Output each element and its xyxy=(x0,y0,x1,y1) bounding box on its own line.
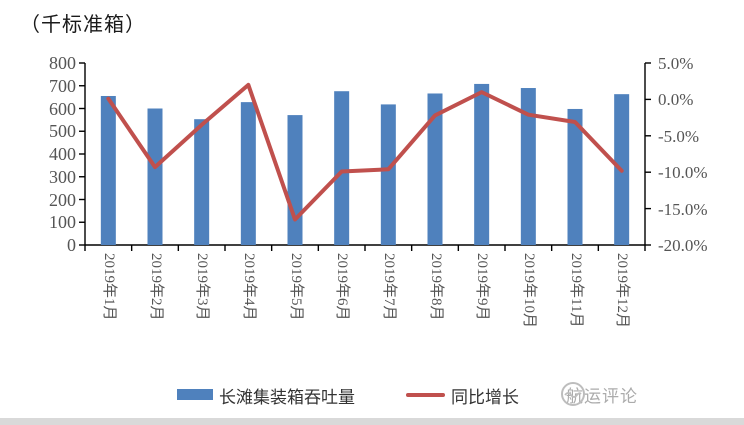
left-axis-tick-label: 400 xyxy=(49,144,76,164)
bar-2019年3月 xyxy=(194,119,210,245)
x-axis-tick-label: 2019年3月 xyxy=(194,253,211,321)
x-axis-tick-label: 2019年2月 xyxy=(147,253,164,321)
x-axis-tick-label: 2019年12月 xyxy=(614,253,631,329)
bar-2019年1月 xyxy=(100,95,116,245)
bar-2019年7月 xyxy=(380,104,396,245)
x-axis-tick-label: 2019年9月 xyxy=(474,253,491,321)
legend: 长滩集装箱吞吐量 同比增长 航运评论 xyxy=(0,381,744,407)
bar-2019年9月 xyxy=(474,83,490,246)
x-axis-tick-label: 2019年1月 xyxy=(100,253,117,321)
x-axis-tick-label: 2019年4月 xyxy=(240,253,257,321)
left-axis-tick-label: 100 xyxy=(49,212,76,233)
bar-2019年10月 xyxy=(520,88,536,246)
legend-bar-label: 长滩集装箱吞吐量 xyxy=(219,388,355,407)
legend-bar-swatch xyxy=(177,389,213,400)
right-axis-tick-label: -20.0% xyxy=(658,236,708,255)
left-axis-tick-label: 700 xyxy=(49,75,76,96)
right-axis-tick-label: 5.0% xyxy=(658,54,694,73)
x-axis-tick-label: 2019年8月 xyxy=(427,253,444,321)
left-axis-tick-label: 800 xyxy=(49,53,76,73)
bar-2019年2月 xyxy=(147,108,163,245)
bar-2019年4月 xyxy=(240,102,256,245)
bar-2019年11月 xyxy=(567,108,583,245)
bar-2019年6月 xyxy=(334,91,350,246)
x-axis-tick-label: 2019年5月 xyxy=(287,253,304,321)
right-axis-tick-label: 0.0% xyxy=(658,90,694,110)
right-axis-tick-label: -15.0% xyxy=(658,199,708,219)
bar-2019年5月 xyxy=(287,115,303,245)
right-axis-tick-label: -10.0% xyxy=(658,163,708,183)
left-axis-tick-label: 500 xyxy=(49,121,76,142)
x-axis-tick-label: 2019年10月 xyxy=(520,253,537,329)
bottom-border-strip xyxy=(0,418,744,425)
left-axis-tick-label: 0 xyxy=(67,235,76,255)
shipping-review-logo-icon xyxy=(561,382,585,406)
legend-line-label: 同比增长 xyxy=(451,388,519,407)
left-axis-tick-label: 300 xyxy=(49,166,76,187)
right-axis-tick-label: -5.0% xyxy=(658,126,700,146)
left-axis-unit-title: （千标准箱） xyxy=(20,14,146,36)
left-axis-tick-label: 600 xyxy=(49,98,76,119)
bar-2019年8月 xyxy=(427,93,443,245)
x-axis-tick-label: 2019年7月 xyxy=(380,253,397,321)
yoy-growth-line xyxy=(106,82,624,222)
left-axis-tick-label: 200 xyxy=(49,189,76,210)
legend-line-swatch xyxy=(406,393,445,397)
x-axis-tick-label: 2019年6月 xyxy=(334,253,351,321)
x-axis-tick-label: 2019年11月 xyxy=(567,253,584,328)
watermark: 航运评论 xyxy=(560,381,638,407)
